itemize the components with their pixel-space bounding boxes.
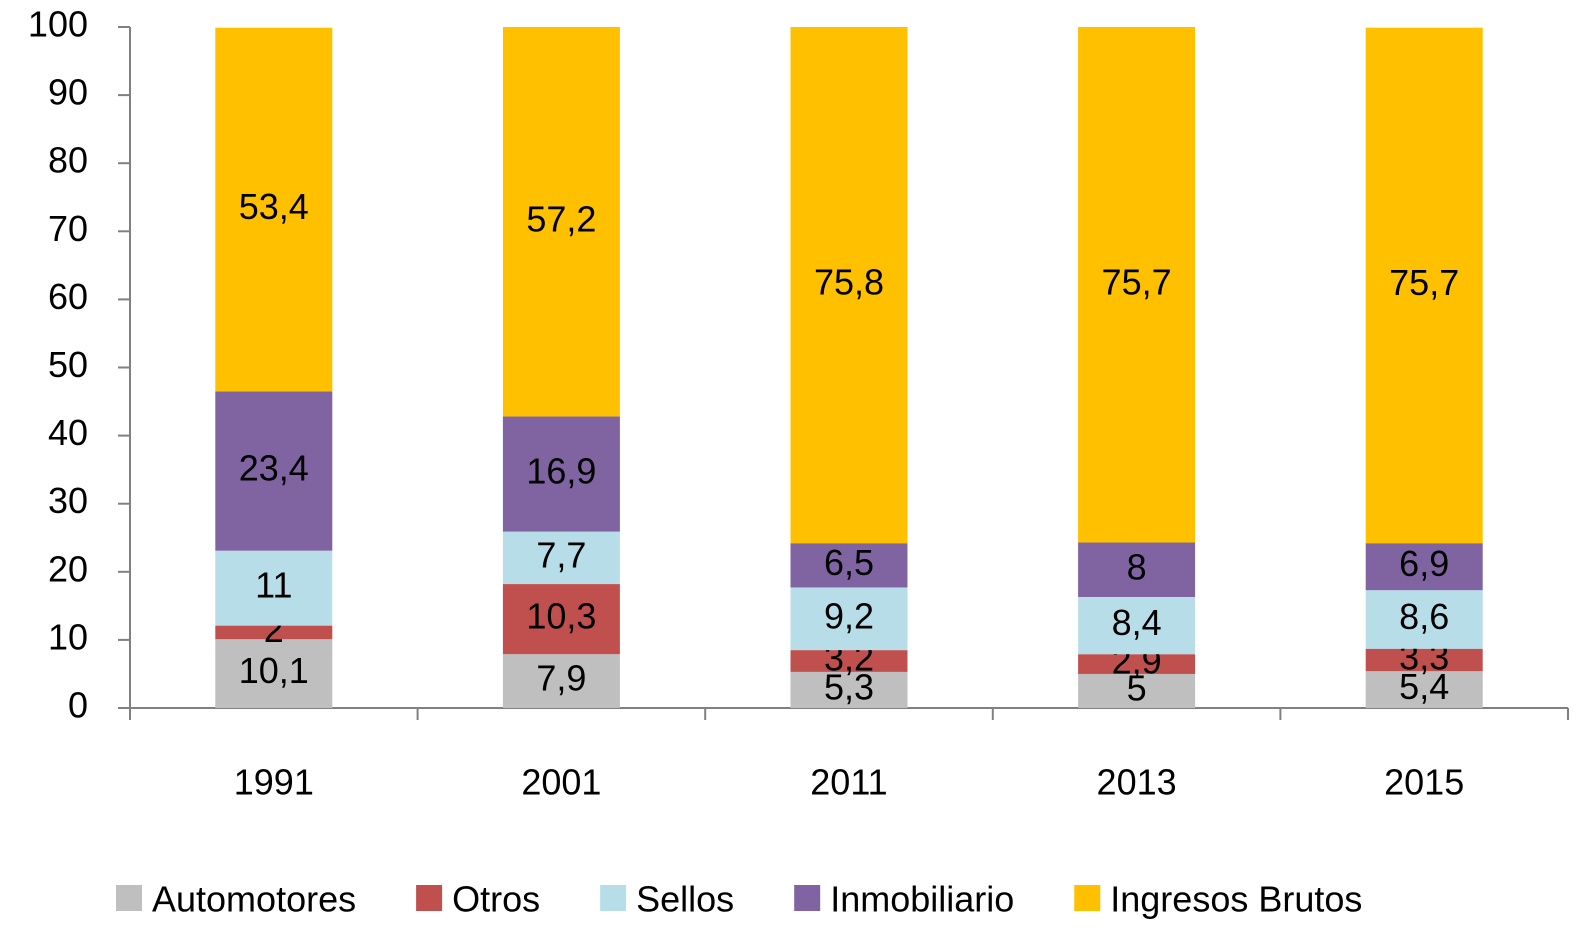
bar-segment — [502, 531, 620, 585]
y-tick-label: 70 — [48, 208, 88, 249]
x-tick-label: 2015 — [1384, 762, 1464, 803]
legend-swatch — [416, 885, 443, 911]
bar-segment — [1078, 673, 1196, 708]
legend-label: Automotores — [152, 879, 356, 920]
y-tick-label: 50 — [48, 344, 88, 385]
bar-segment — [215, 625, 333, 640]
x-tick-label: 1991 — [234, 762, 314, 803]
bar-segment — [502, 654, 620, 708]
bar-segment — [215, 27, 333, 392]
bar-segment — [215, 639, 333, 708]
y-tick-label: 0 — [68, 685, 88, 726]
bar-segment — [1365, 590, 1483, 649]
legend-label: Ingresos Brutos — [1110, 879, 1362, 920]
data-label: 7,7 — [536, 534, 586, 575]
bar-segment — [790, 543, 908, 588]
data-label: 75,7 — [1389, 262, 1459, 303]
data-label: 6,5 — [824, 542, 874, 583]
legend-swatch — [794, 885, 821, 911]
data-label: 75,7 — [1102, 261, 1172, 302]
bar-segment — [502, 584, 620, 655]
y-tick-label: 100 — [28, 4, 88, 45]
data-label: 16,9 — [526, 451, 596, 492]
bar-segment — [790, 671, 908, 708]
data-label: 10,1 — [239, 650, 309, 691]
bar-segment — [790, 27, 908, 544]
y-tick-label: 20 — [48, 548, 88, 589]
data-label: 10,3 — [526, 596, 596, 637]
bar-segment — [1078, 596, 1196, 655]
bar-segment — [1365, 27, 1483, 544]
data-label: 7,9 — [536, 658, 586, 699]
y-tick-label: 80 — [48, 140, 88, 181]
legend-swatch — [1074, 885, 1101, 911]
data-label: 5,4 — [1399, 666, 1449, 707]
data-label: 23,4 — [239, 448, 309, 489]
data-label: 8 — [1127, 546, 1147, 587]
y-tick-label: 60 — [48, 276, 88, 317]
bar-segment — [1078, 542, 1196, 597]
bar-segment — [790, 587, 908, 651]
bar-segment — [1365, 671, 1483, 708]
data-label: 8,4 — [1112, 602, 1162, 643]
data-label: 11 — [255, 565, 292, 606]
bar-segment — [1365, 648, 1483, 672]
legend-label: Sellos — [636, 879, 734, 920]
data-label: 75,8 — [814, 262, 884, 303]
x-tick-label: 2011 — [810, 762, 887, 803]
bar-segment — [502, 27, 620, 417]
data-label: 57,2 — [526, 198, 596, 239]
data-label: 8,6 — [1399, 596, 1449, 637]
legend-label: Inmobiliario — [830, 879, 1014, 920]
x-tick-label: 2013 — [1097, 762, 1177, 803]
bar-segment — [1078, 27, 1196, 543]
y-tick-label: 90 — [48, 72, 88, 113]
bar-segment — [1365, 543, 1483, 591]
bar-segment — [502, 416, 620, 532]
y-tick-label: 30 — [48, 480, 88, 521]
bar-segment — [215, 391, 333, 551]
legend-swatch — [600, 885, 627, 911]
y-tick-label: 10 — [48, 616, 88, 657]
y-tick-label: 40 — [48, 412, 88, 453]
bar-segment — [1078, 654, 1196, 674]
data-label: 53,4 — [239, 186, 309, 227]
x-tick-label: 2001 — [521, 762, 601, 803]
bar-segment — [790, 650, 908, 672]
legend-swatch — [116, 885, 142, 911]
legend-label: Otros — [452, 879, 540, 920]
data-label: 6,9 — [1399, 543, 1449, 584]
data-label: 9,2 — [824, 595, 874, 636]
data-label: 5 — [1127, 667, 1147, 708]
data-label: 5,3 — [824, 666, 874, 707]
bar-segment — [215, 550, 333, 626]
